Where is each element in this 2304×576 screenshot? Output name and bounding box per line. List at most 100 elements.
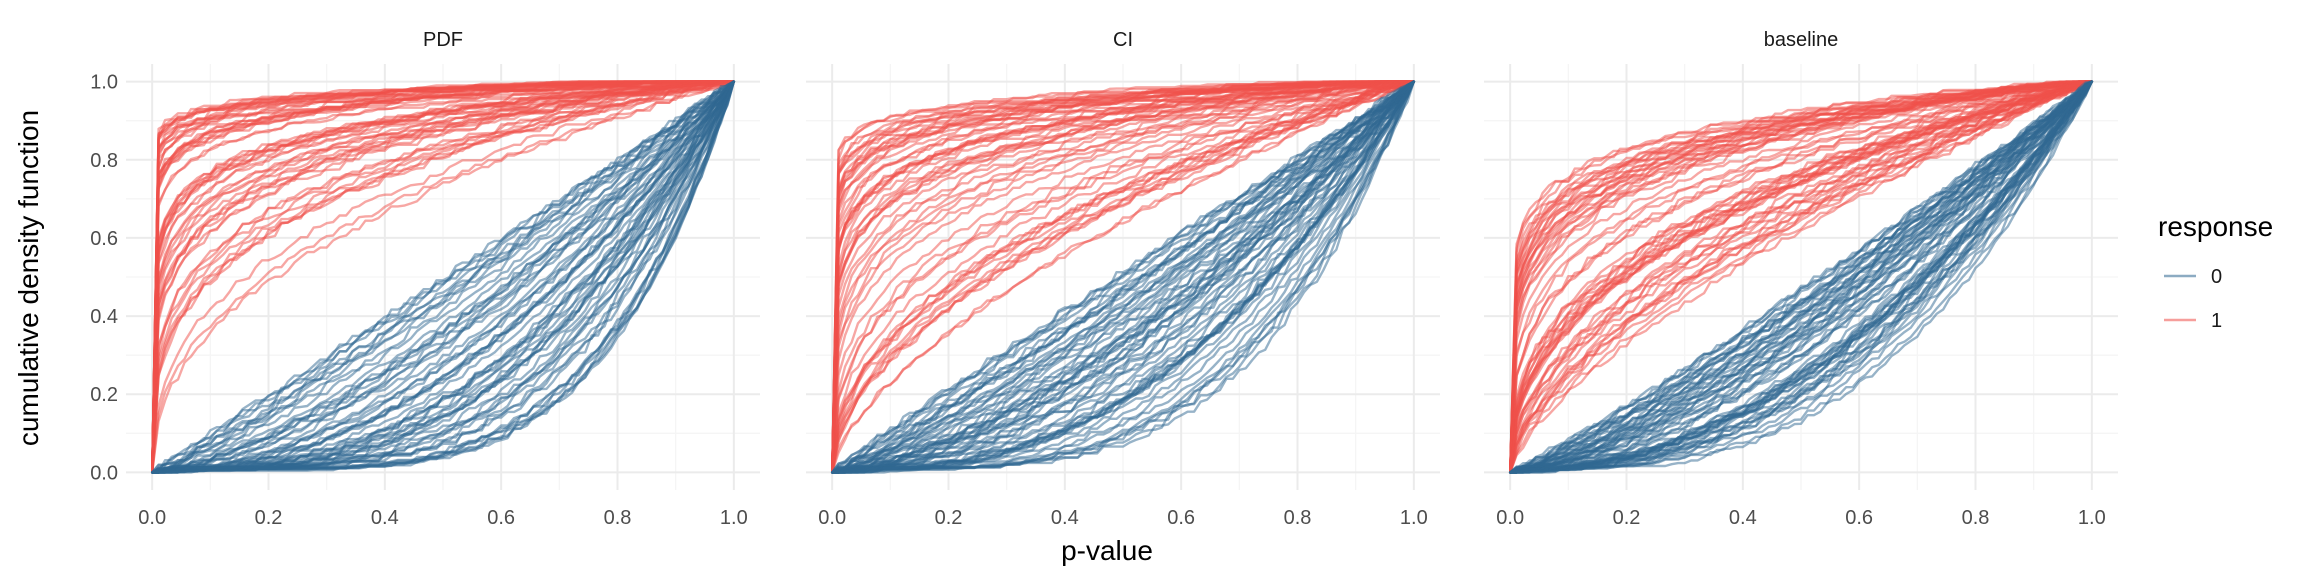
series-line-0 (150, 80, 735, 474)
panel-pdf: PDF 0.0 0.2 0.4 0.6 0.8 1.0 0.0 0.2 0.4 0.6 0.8 1.0 (90, 29, 760, 529)
x-tick-label: 0.8 (1284, 507, 1312, 529)
series-line-1 (150, 80, 735, 474)
series-line-1 (831, 80, 1416, 474)
y-axis-title: cumulative density function (13, 110, 44, 446)
x-tick-label: 1.0 (1400, 507, 1428, 529)
legend: response 0 1 (2158, 211, 2273, 332)
panel-title-ci: CI (1113, 29, 1133, 51)
series-line-1 (831, 80, 1416, 474)
series-line-0 (1508, 80, 2094, 474)
series-line-1 (1508, 80, 2094, 474)
legend-label-0: 0 (2211, 266, 2222, 288)
x-tick-label: 0.2 (1613, 507, 1641, 529)
x-tick-label: 0.6 (487, 507, 515, 529)
series-line-0 (831, 80, 1416, 474)
panel-ci: CI 0.0 0.2 0.4 0.6 0.8 1.0 (806, 29, 1440, 529)
panel-baseline: baseline 0.0 0.2 0.4 0.6 0.8 1.0 (1484, 29, 2118, 529)
minor-grid (1484, 64, 2118, 490)
series-line-1 (150, 80, 735, 474)
x-tick-label: 0.4 (1051, 507, 1079, 529)
series-line-0 (831, 80, 1416, 474)
x-tick-label: 0.0 (1496, 507, 1524, 529)
x-tick-label: 0.0 (138, 507, 166, 529)
panel-title-baseline: baseline (1764, 29, 1839, 51)
x-tick-label: 1.0 (720, 507, 748, 529)
legend-title: response (2158, 211, 2273, 242)
series-line-0 (1508, 80, 2094, 474)
series-1 (831, 80, 1416, 474)
series-line-1 (831, 80, 1416, 474)
series-line-1 (1508, 80, 2094, 474)
panel-title-pdf: PDF (423, 29, 463, 51)
series-line-0 (831, 80, 1416, 474)
series-line-1 (1508, 80, 2094, 474)
y-tick-label: 0.6 (90, 228, 118, 250)
series-line-1 (831, 80, 1416, 474)
x-tick-label: 0.4 (1729, 507, 1757, 529)
series-line-0 (150, 80, 735, 474)
series-line-0 (831, 80, 1416, 474)
series-0 (150, 80, 735, 474)
series-line-0 (1508, 80, 2094, 474)
legend-label-1: 1 (2211, 310, 2222, 332)
series-line-0 (150, 80, 735, 474)
x-tick-label: 0.8 (604, 507, 632, 529)
series-line-0 (1508, 80, 2094, 474)
series-line-0 (1508, 80, 2094, 474)
series-line-1 (831, 80, 1416, 474)
series-line-0 (1508, 80, 2094, 474)
series-line-1 (1508, 80, 2094, 474)
series-line-0 (831, 80, 1416, 474)
series-line-1 (831, 80, 1416, 474)
series-line-0 (831, 80, 1416, 474)
series-line-0 (150, 80, 735, 474)
y-tick-label: 1.0 (90, 72, 118, 94)
series-line-1 (831, 80, 1416, 474)
series-line-1 (150, 80, 735, 474)
series-line-1 (150, 80, 735, 474)
series-line-0 (831, 80, 1416, 474)
series-line-1 (150, 80, 735, 474)
x-tick-label: 0.4 (371, 507, 399, 529)
series-1 (1508, 80, 2094, 474)
series-line-1 (1508, 80, 2094, 474)
series-line-1 (150, 80, 735, 474)
series-line-1 (1508, 80, 2094, 474)
series-1 (150, 80, 735, 474)
x-tick-label: 0.2 (255, 507, 283, 529)
series-line-1 (831, 80, 1416, 474)
series-line-0 (150, 80, 735, 474)
series-line-1 (1508, 80, 2094, 474)
x-tick-label: 0.8 (1962, 507, 1990, 529)
series-line-0 (831, 80, 1416, 474)
facet-panels: PDF 0.0 0.2 0.4 0.6 0.8 1.0 0.0 0.2 0.4 0.6 0.8 1.0 C… (90, 29, 2118, 529)
series-0 (1508, 80, 2094, 474)
series-line-0 (831, 80, 1416, 474)
series-line-0 (1508, 80, 2094, 474)
series-line-0 (1508, 80, 2094, 474)
series-line-0 (150, 80, 735, 474)
series-line-0 (150, 80, 735, 474)
series-line-0 (831, 80, 1416, 474)
series-line-1 (1508, 80, 2094, 474)
y-tick-label: 0.0 (90, 462, 118, 484)
series-line-0 (150, 80, 735, 474)
series-line-1 (831, 80, 1416, 474)
series-line-1 (1508, 80, 2094, 474)
series-line-1 (831, 80, 1416, 474)
series-line-1 (831, 80, 1416, 474)
series-line-0 (1508, 80, 2094, 474)
series-line-1 (1508, 80, 2094, 474)
series-line-1 (150, 80, 735, 474)
series-line-0 (1508, 80, 2094, 474)
series-line-0 (831, 80, 1416, 474)
x-tick-label: 0.6 (1167, 507, 1195, 529)
series-line-0 (150, 80, 735, 474)
series-line-1 (831, 80, 1416, 474)
x-tick-label: 1.0 (2078, 507, 2106, 529)
series-line-0 (1508, 80, 2094, 474)
series-line-1 (150, 80, 735, 474)
x-tick-label: 0.2 (935, 507, 963, 529)
series-line-0 (1508, 80, 2094, 474)
